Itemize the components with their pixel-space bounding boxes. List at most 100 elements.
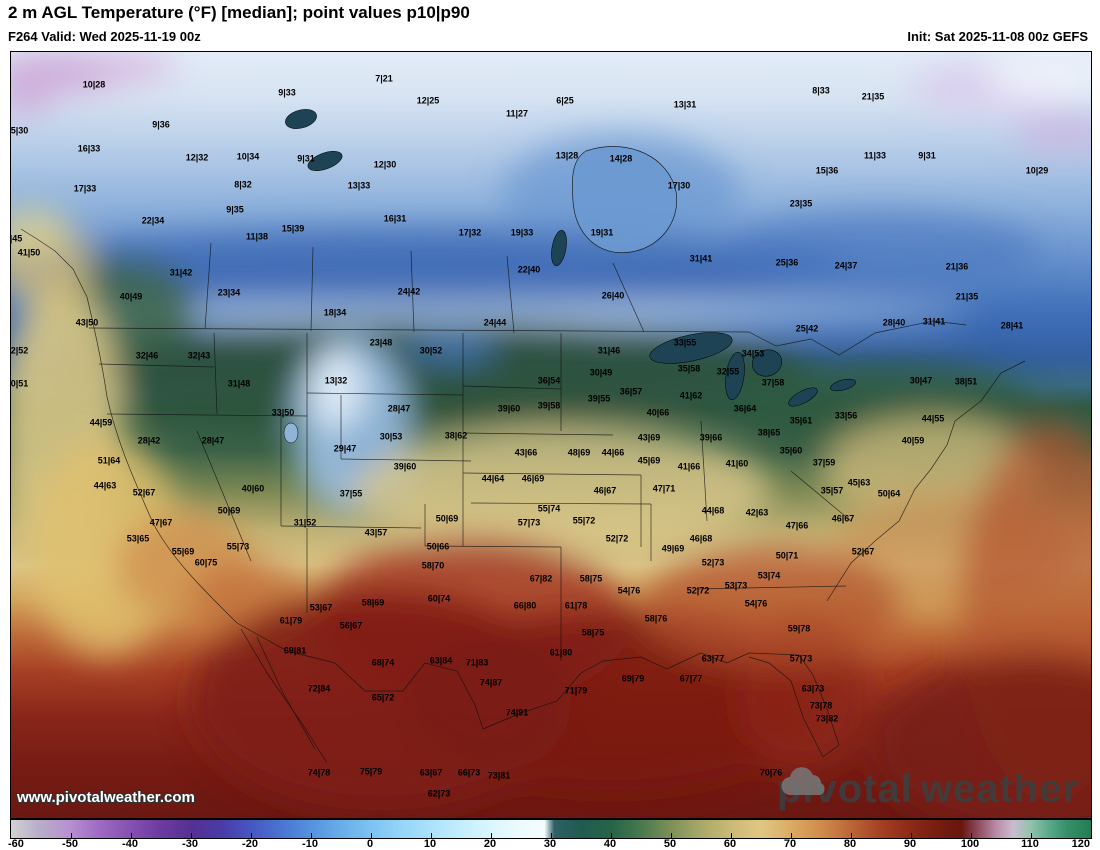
- point-value: 35|60: [779, 445, 803, 456]
- border-lines: [20, 228, 1026, 764]
- colorbar-tick-mark: [431, 833, 432, 838]
- point-value: 28|42: [137, 435, 161, 446]
- point-value: 44|55: [921, 413, 945, 424]
- point-value: 39|60: [497, 403, 521, 414]
- point-value: 17|30: [667, 180, 691, 191]
- point-value: 66|80: [513, 600, 537, 611]
- point-value: 44|59: [89, 417, 113, 428]
- point-value: 58|76: [644, 613, 668, 624]
- point-value: 34|53: [741, 348, 765, 359]
- colorbar-tick-label: 60: [723, 838, 737, 850]
- point-value: 55|69: [171, 546, 195, 557]
- point-value: 53|74: [757, 570, 781, 581]
- point-value: 52|72: [605, 533, 629, 544]
- point-value: 33|55: [673, 337, 697, 348]
- colorbar-tick-label: 80: [843, 838, 857, 850]
- point-value: 36|64: [733, 403, 757, 414]
- valid-time-label: F264 Valid: Wed 2025-11-19 00z: [8, 29, 201, 44]
- point-value: 47|66: [785, 520, 809, 531]
- point-value: 30|53: [379, 431, 403, 442]
- point-value: 30|52: [419, 345, 443, 356]
- colorbar-tick-label: 70: [783, 838, 797, 850]
- point-value: 37|59: [812, 457, 836, 468]
- point-value: 63|73: [801, 683, 825, 694]
- point-value: 72|84: [307, 683, 331, 694]
- point-value: 52|67: [132, 487, 156, 498]
- point-value: 71|83: [465, 657, 489, 668]
- colorbar-tick-label: -20: [242, 838, 258, 850]
- point-value: 61|78: [564, 600, 588, 611]
- point-value: 6|25: [556, 95, 574, 106]
- point-value: 47|71: [652, 483, 676, 494]
- point-value: 53|67: [309, 602, 333, 613]
- point-value: 42|52: [10, 345, 29, 356]
- point-value: 17|33: [73, 183, 97, 194]
- point-value: 56|67: [339, 620, 363, 631]
- point-value: 69|81: [283, 645, 307, 656]
- point-value: 35|58: [677, 363, 701, 374]
- point-value: 57|73: [789, 653, 813, 664]
- logo-text-weather: weather: [920, 767, 1079, 811]
- point-value: 28|40: [882, 317, 906, 328]
- point-value: 18|34: [323, 307, 347, 318]
- point-value: 8|33: [812, 85, 830, 96]
- point-value: 40|60: [241, 483, 265, 494]
- cloud-icon: [781, 767, 825, 796]
- point-value: 15|36: [815, 165, 839, 176]
- point-value: 37|55: [339, 488, 363, 499]
- point-value: 15|39: [281, 223, 305, 234]
- point-value: 45|63: [847, 477, 871, 488]
- point-value: 54|76: [617, 585, 641, 596]
- point-value: 11|27: [505, 108, 529, 119]
- point-value: 58|69: [361, 597, 385, 608]
- point-value: 16|33: [77, 143, 101, 154]
- point-value: 53|65: [126, 533, 150, 544]
- colorbar-tick-label: 100: [960, 838, 980, 850]
- point-value: 52|67: [851, 546, 875, 557]
- point-value: 13|31: [673, 99, 697, 110]
- point-value: 12|30: [373, 159, 397, 170]
- point-value: 60|75: [194, 557, 218, 568]
- point-value: 55|73: [226, 541, 250, 552]
- point-value: 43|50: [75, 317, 99, 328]
- point-value: 43|69: [637, 432, 661, 443]
- point-value: 21|35: [861, 91, 885, 102]
- colorbar-tick-label: -50: [62, 838, 78, 850]
- point-value: 50|69: [217, 505, 241, 516]
- colorbar-tick-label: 10: [423, 838, 437, 850]
- map-background: [11, 52, 1091, 818]
- point-value: 42|63: [745, 507, 769, 518]
- point-value: 50|66: [426, 541, 450, 552]
- point-value: 17|32: [458, 227, 482, 238]
- temperature-blobs: [11, 52, 1091, 818]
- point-value: 32|43: [187, 350, 211, 361]
- point-value: 9|31: [297, 153, 315, 164]
- point-value: 23|34: [217, 287, 241, 298]
- point-value: 10|34: [236, 151, 260, 162]
- point-value: 35|61: [789, 415, 813, 426]
- point-value: 43|57: [364, 527, 388, 538]
- colorbar-ticks: -60 -50 -40 -30 -20 -10 0 10 20 30 40 50 60 70 80 90 100…: [8, 838, 1090, 850]
- point-value: 32|55: [716, 366, 740, 377]
- point-value: 41|62: [679, 390, 703, 401]
- hudson-bay: [572, 146, 677, 254]
- point-value: 75|79: [359, 766, 383, 777]
- point-value: 74|78: [307, 767, 331, 778]
- point-value: 60|74: [427, 593, 451, 604]
- temperature-map: 10|28 9|33 7|21 12|25 6|25 13|31 8|33 21|35 9|36…: [10, 51, 1092, 819]
- point-value: 21|35: [955, 291, 979, 302]
- point-value: 19|33: [510, 227, 534, 238]
- colorbar-tick-mark: [971, 833, 972, 838]
- point-value: 44|66: [601, 447, 625, 458]
- point-value: 40|59: [901, 435, 925, 446]
- colorbar-tick-mark: [311, 833, 312, 838]
- colorbar-tick-mark: [731, 833, 732, 838]
- point-value: 46|68: [689, 533, 713, 544]
- point-value: 8|32: [234, 179, 252, 190]
- point-value: 58|75: [581, 627, 605, 638]
- point-value: 24|42: [397, 286, 421, 297]
- point-value: 62|73: [427, 788, 451, 799]
- colorbar-tick-label: 90: [903, 838, 917, 850]
- point-value: 31|48: [227, 378, 251, 389]
